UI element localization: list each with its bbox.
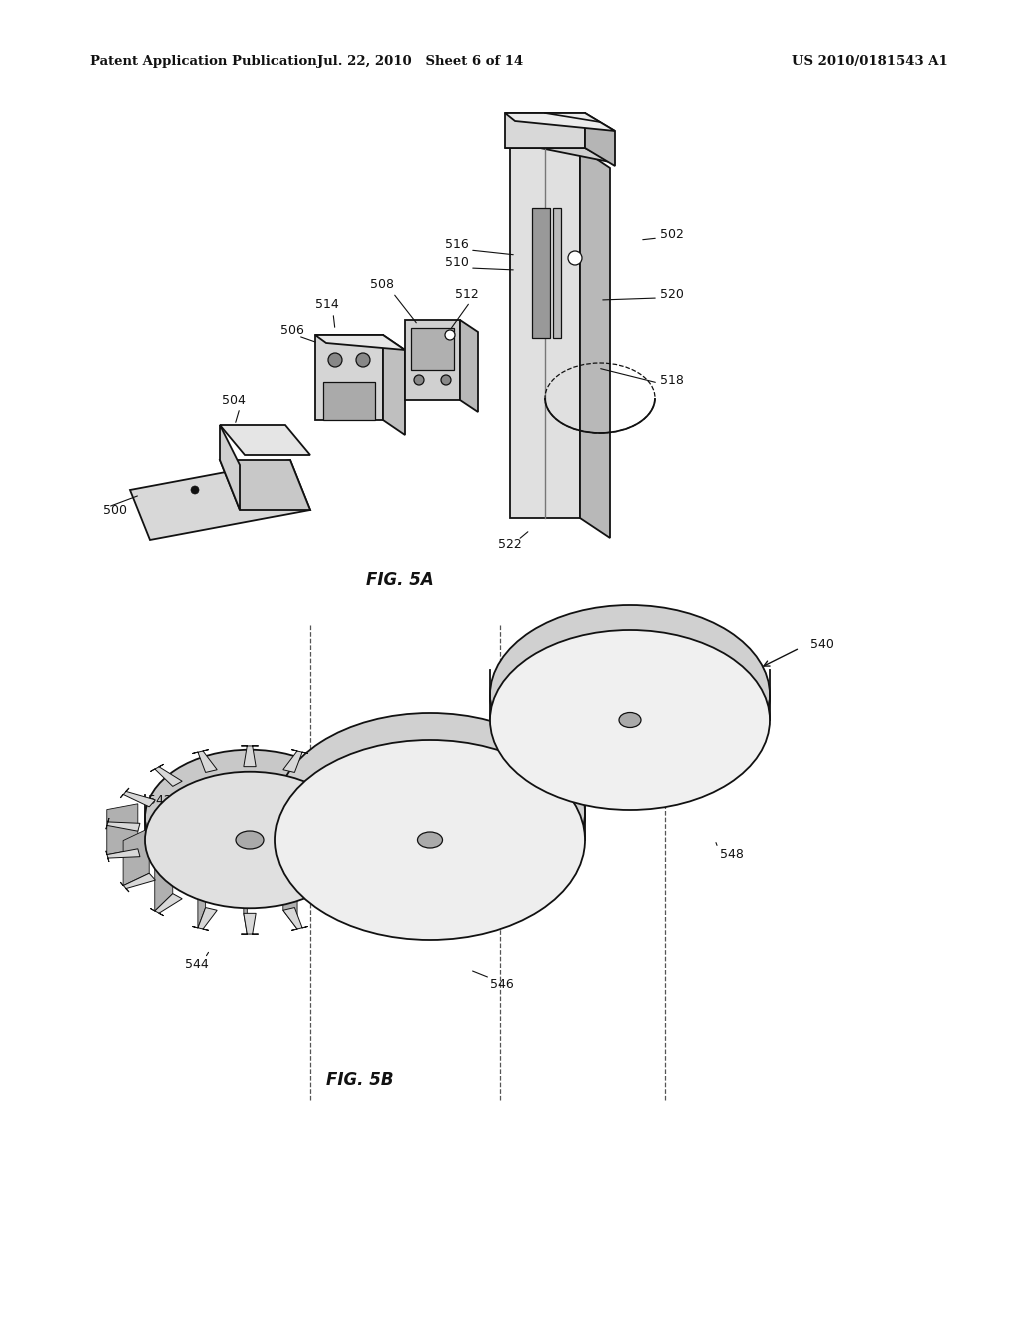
Text: 512: 512	[455, 289, 479, 301]
Polygon shape	[123, 828, 150, 886]
Ellipse shape	[275, 741, 585, 940]
Polygon shape	[505, 114, 585, 148]
Polygon shape	[505, 114, 615, 131]
Polygon shape	[151, 894, 182, 916]
Polygon shape	[155, 849, 173, 911]
Polygon shape	[193, 908, 217, 931]
Text: 542: 542	[148, 793, 172, 807]
Polygon shape	[198, 862, 206, 928]
Polygon shape	[317, 764, 350, 787]
Text: 548: 548	[720, 849, 743, 862]
Text: 544: 544	[185, 958, 209, 972]
Polygon shape	[317, 894, 350, 916]
Text: 500: 500	[103, 503, 127, 516]
Polygon shape	[315, 335, 383, 420]
Circle shape	[441, 375, 451, 385]
Polygon shape	[345, 836, 374, 888]
Ellipse shape	[236, 832, 264, 849]
Polygon shape	[283, 908, 307, 931]
Text: FIG. 5B: FIG. 5B	[327, 1071, 394, 1089]
Polygon shape	[315, 335, 406, 350]
Circle shape	[568, 251, 582, 265]
Text: 516: 516	[445, 239, 469, 252]
Polygon shape	[505, 143, 615, 162]
Text: 540: 540	[810, 639, 834, 652]
Polygon shape	[120, 874, 156, 892]
Polygon shape	[406, 319, 460, 400]
Polygon shape	[383, 335, 406, 436]
Polygon shape	[345, 874, 380, 892]
Text: 554: 554	[382, 813, 406, 826]
Text: FIG. 5A: FIG. 5A	[367, 572, 434, 589]
Polygon shape	[360, 849, 394, 862]
Text: 520: 520	[660, 289, 684, 301]
Polygon shape	[411, 327, 454, 370]
Text: US 2010/0181543 A1: US 2010/0181543 A1	[793, 55, 948, 69]
Polygon shape	[585, 114, 615, 166]
Polygon shape	[580, 148, 610, 539]
Text: 546: 546	[490, 978, 514, 991]
Text: 550: 550	[234, 842, 259, 854]
Text: Patent Application Publication: Patent Application Publication	[90, 55, 316, 69]
Polygon shape	[317, 854, 341, 913]
Ellipse shape	[275, 713, 585, 913]
Polygon shape	[510, 148, 580, 517]
Polygon shape	[220, 425, 240, 510]
Circle shape	[328, 352, 342, 367]
Circle shape	[445, 330, 455, 341]
Polygon shape	[242, 913, 259, 935]
Text: 510: 510	[445, 256, 469, 269]
Polygon shape	[553, 209, 561, 338]
Polygon shape	[106, 804, 138, 854]
Text: 506: 506	[280, 323, 304, 337]
Polygon shape	[242, 746, 259, 767]
Ellipse shape	[418, 832, 442, 847]
Text: 552: 552	[570, 714, 594, 726]
Ellipse shape	[618, 713, 641, 727]
Ellipse shape	[490, 630, 770, 810]
Polygon shape	[220, 459, 310, 510]
Circle shape	[356, 352, 370, 367]
Text: Jul. 22, 2010   Sheet 6 of 14: Jul. 22, 2010 Sheet 6 of 14	[316, 55, 523, 69]
Polygon shape	[283, 866, 297, 929]
Ellipse shape	[490, 605, 770, 785]
Ellipse shape	[145, 750, 355, 886]
Polygon shape	[120, 788, 156, 807]
Polygon shape	[105, 818, 140, 832]
Circle shape	[414, 375, 424, 385]
Polygon shape	[345, 788, 380, 807]
Polygon shape	[283, 750, 307, 772]
Text: 514: 514	[315, 298, 339, 312]
Text: 504: 504	[222, 393, 246, 407]
Polygon shape	[193, 750, 217, 772]
Polygon shape	[105, 849, 140, 862]
Polygon shape	[360, 812, 392, 858]
Polygon shape	[130, 459, 310, 540]
Polygon shape	[360, 818, 394, 832]
Text: 522: 522	[498, 539, 522, 552]
Circle shape	[191, 486, 199, 494]
Polygon shape	[151, 764, 182, 787]
Ellipse shape	[145, 772, 355, 908]
Polygon shape	[460, 319, 478, 412]
Polygon shape	[323, 381, 375, 420]
Text: 518: 518	[660, 374, 684, 387]
Text: 502: 502	[660, 228, 684, 242]
Polygon shape	[532, 209, 550, 338]
Polygon shape	[244, 869, 248, 935]
Text: 508: 508	[370, 279, 394, 292]
Polygon shape	[220, 425, 310, 455]
